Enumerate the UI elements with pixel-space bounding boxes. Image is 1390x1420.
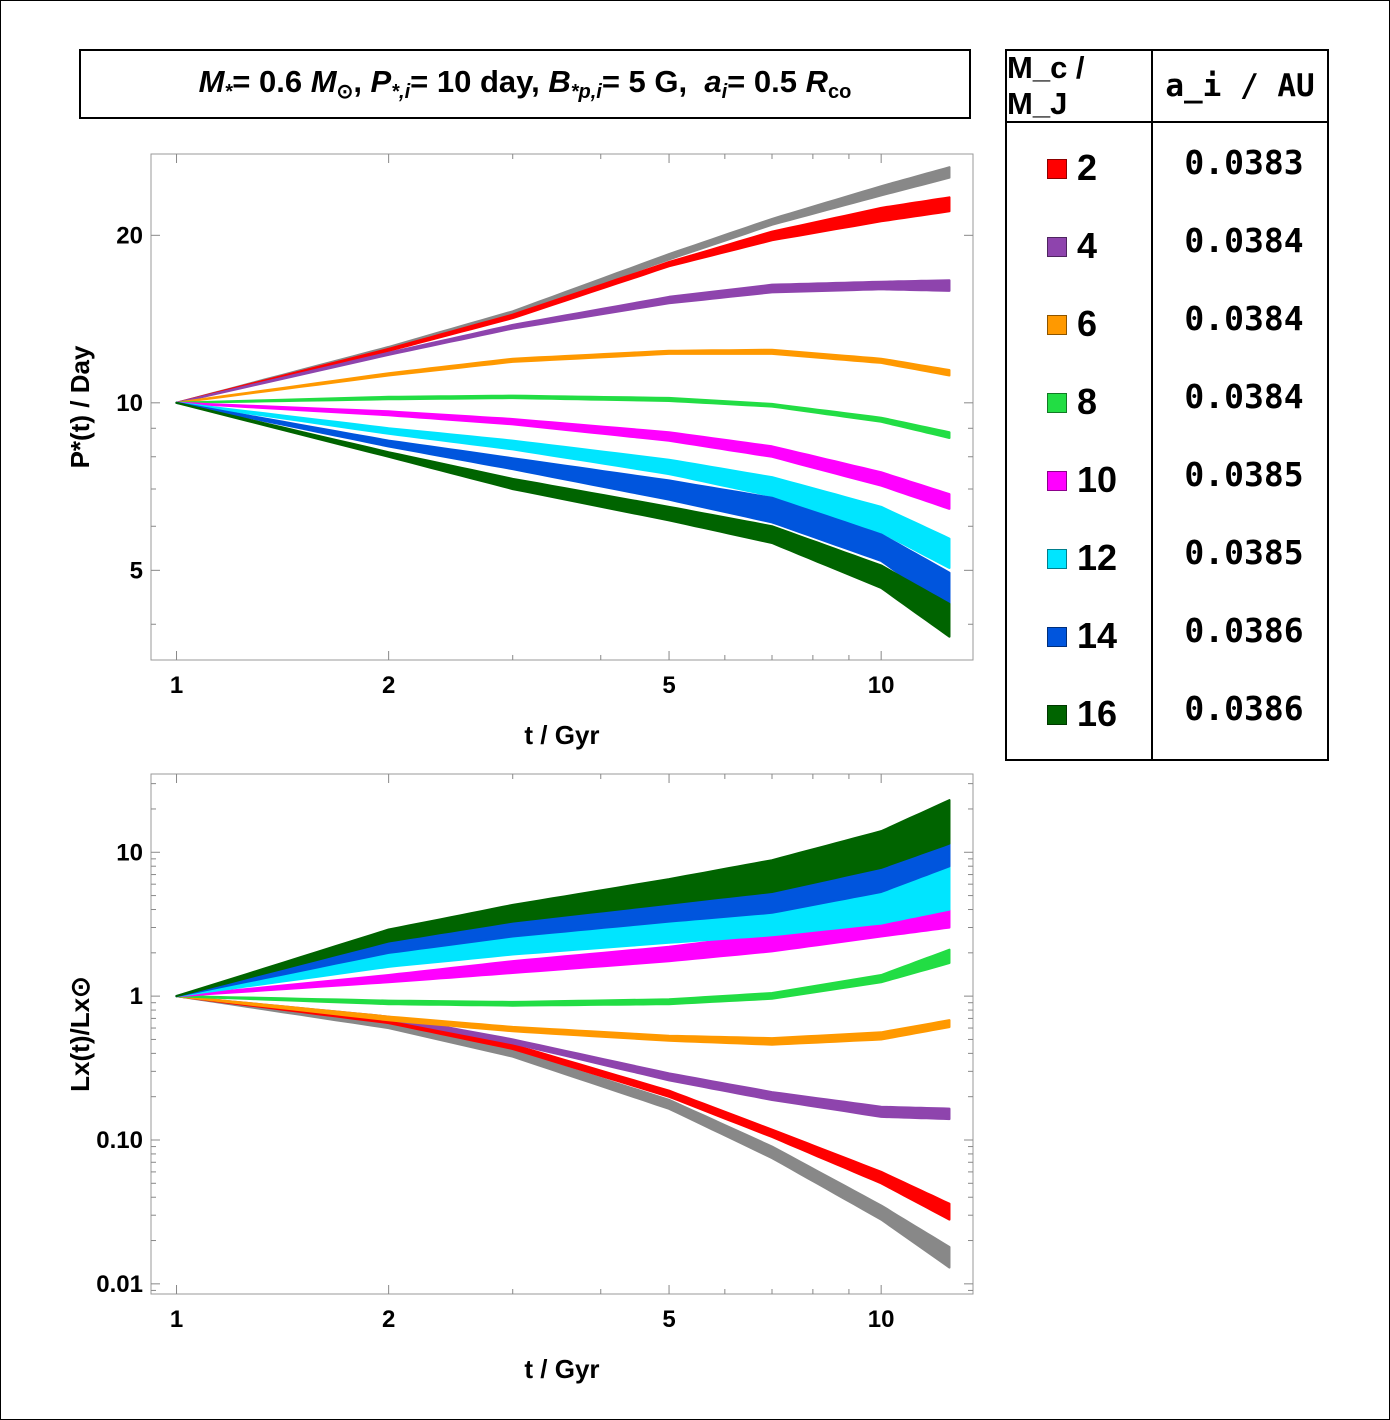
title-field-sub: *p,i bbox=[570, 81, 602, 103]
legend-mass: 10 bbox=[1077, 459, 1118, 500]
title-mstar-symbol: M bbox=[198, 64, 225, 99]
legend-separation: 0.0384 bbox=[1184, 377, 1304, 416]
series-band-12 bbox=[175, 401, 951, 569]
x-axis-label: t / Gyr bbox=[524, 1354, 599, 1384]
title-field-symbol: B bbox=[548, 64, 571, 99]
legend-swatch bbox=[1047, 159, 1067, 179]
x-tick-label: 10 bbox=[868, 672, 895, 699]
series-band-6 bbox=[175, 348, 951, 404]
title-rco-sub: co bbox=[828, 81, 852, 103]
series-band-4 bbox=[175, 279, 951, 404]
legend-swatch bbox=[1047, 549, 1067, 569]
series-band-8 bbox=[175, 948, 951, 1007]
legend-swatch bbox=[1047, 237, 1067, 257]
series-band-10 bbox=[175, 401, 951, 510]
legend-row: 2 0.0383 bbox=[1007, 129, 1327, 207]
legend-header-mass: M_c / M_J bbox=[1007, 50, 1085, 121]
x-tick-label: 5 bbox=[662, 1306, 675, 1333]
series-band-4 bbox=[175, 995, 951, 1121]
x-axis-label: t / Gyr bbox=[524, 720, 599, 750]
legend-mass: 14 bbox=[1077, 615, 1118, 656]
legend-swatch bbox=[1047, 471, 1067, 491]
legend-row: 6 0.0384 bbox=[1007, 285, 1327, 363]
legend-header-separation: a_i / AU bbox=[1165, 68, 1315, 104]
title-period-value: = 10 day, bbox=[410, 64, 540, 99]
x-tick-label: 2 bbox=[382, 672, 395, 699]
plot-frame bbox=[150, 153, 974, 661]
x-tick-label: 2 bbox=[382, 1306, 395, 1333]
legend-header-divider bbox=[1007, 121, 1327, 123]
legend-mass: 8 bbox=[1077, 381, 1098, 422]
x-tick-label: 1 bbox=[170, 672, 183, 699]
title-mstar-sub: * bbox=[224, 81, 233, 103]
legend-mass: 2 bbox=[1077, 147, 1098, 188]
legend-mass: 12 bbox=[1077, 537, 1118, 578]
title-a-sub: i bbox=[721, 81, 728, 103]
legend-row: 12 0.0385 bbox=[1007, 519, 1327, 597]
y-tick-label: 0.10 bbox=[96, 1127, 143, 1154]
period-chart: 1 2 5 10 5 10 20 t / Gyr P*(t) / Day bbox=[65, 153, 974, 750]
series-band-2 bbox=[175, 196, 951, 404]
legend-separation: 0.0384 bbox=[1184, 221, 1304, 260]
title-a-value: = 0.5 bbox=[727, 64, 797, 99]
series-band-6 bbox=[175, 995, 951, 1046]
y-tick-label: 1 bbox=[130, 983, 143, 1010]
legend-column-divider bbox=[1151, 51, 1153, 759]
y-axis-label: P*(t) / Day bbox=[65, 345, 95, 468]
title-period-sub: *,i bbox=[391, 81, 411, 103]
legend-table: M_c / M_J a_i / AU 2 0.0383 4 0.0384 6 0.0384… bbox=[1005, 49, 1329, 761]
luminosity-axes: 1 2 5 10 0.01 0.10 1 10 t / Gyr Lx(t)/Lx⊙ bbox=[65, 773, 974, 1384]
legend-row: 16 0.0386 bbox=[1007, 675, 1327, 753]
title-msun-sub: ⊙ bbox=[336, 81, 354, 103]
luminosity-series bbox=[175, 799, 951, 1269]
y-tick-label: 0.01 bbox=[96, 1271, 143, 1298]
legend-separation: 0.0384 bbox=[1184, 299, 1304, 338]
plot-frame bbox=[150, 773, 974, 1295]
y-tick-label: 20 bbox=[116, 222, 143, 249]
series-band-16 bbox=[175, 799, 951, 998]
legend-separation: 0.0386 bbox=[1184, 611, 1304, 650]
series-band-14 bbox=[175, 401, 951, 611]
y-tick-label: 10 bbox=[116, 390, 143, 417]
title-period-symbol: P bbox=[370, 64, 392, 99]
legend-separation: 0.0383 bbox=[1184, 143, 1304, 182]
title-msun-symbol: M bbox=[310, 64, 337, 99]
legend-separation: 0.0386 bbox=[1184, 689, 1304, 728]
legend-swatch bbox=[1047, 627, 1067, 647]
x-tick-label: 10 bbox=[868, 1306, 895, 1333]
legend-separation: 0.0385 bbox=[1184, 533, 1304, 572]
series-band-16 bbox=[175, 401, 951, 638]
x-tick-label: 5 bbox=[662, 672, 675, 699]
legend-mass: 16 bbox=[1077, 693, 1118, 734]
title-a-symbol: a bbox=[704, 64, 722, 99]
series-band-no-planet bbox=[175, 995, 951, 1269]
y-tick-label: 10 bbox=[116, 839, 143, 866]
period-series bbox=[175, 166, 951, 638]
series-band-2 bbox=[175, 995, 951, 1221]
legend-separation: 0.0385 bbox=[1184, 455, 1304, 494]
legend-mass: 4 bbox=[1077, 225, 1098, 266]
parameter-title: M*= 0.6 M⊙, P*,i= 10 day, B*p,i= 5 G, ai… bbox=[79, 49, 971, 119]
series-band-8 bbox=[175, 394, 951, 439]
y-tick-label: 5 bbox=[130, 557, 143, 584]
legend-row: 8 0.0384 bbox=[1007, 363, 1327, 441]
legend-swatch bbox=[1047, 315, 1067, 335]
period-axes: 1 2 5 10 5 10 20 t / Gyr P*(t) / Day bbox=[65, 153, 974, 750]
title-rco-symbol: R bbox=[805, 64, 828, 99]
legend-row: 14 0.0386 bbox=[1007, 597, 1327, 675]
title-mstar-value: = 0.6 bbox=[232, 64, 303, 99]
y-axis-label: Lx(t)/Lx⊙ bbox=[65, 976, 95, 1092]
legend-row: 10 0.0385 bbox=[1007, 441, 1327, 519]
legend-mass: 6 bbox=[1077, 303, 1098, 344]
legend-swatch bbox=[1047, 705, 1067, 725]
legend-row: 4 0.0384 bbox=[1007, 207, 1327, 285]
legend-swatch bbox=[1047, 393, 1067, 413]
x-tick-label: 1 bbox=[170, 1306, 183, 1333]
title-field-value: = 5 G, bbox=[601, 64, 688, 99]
